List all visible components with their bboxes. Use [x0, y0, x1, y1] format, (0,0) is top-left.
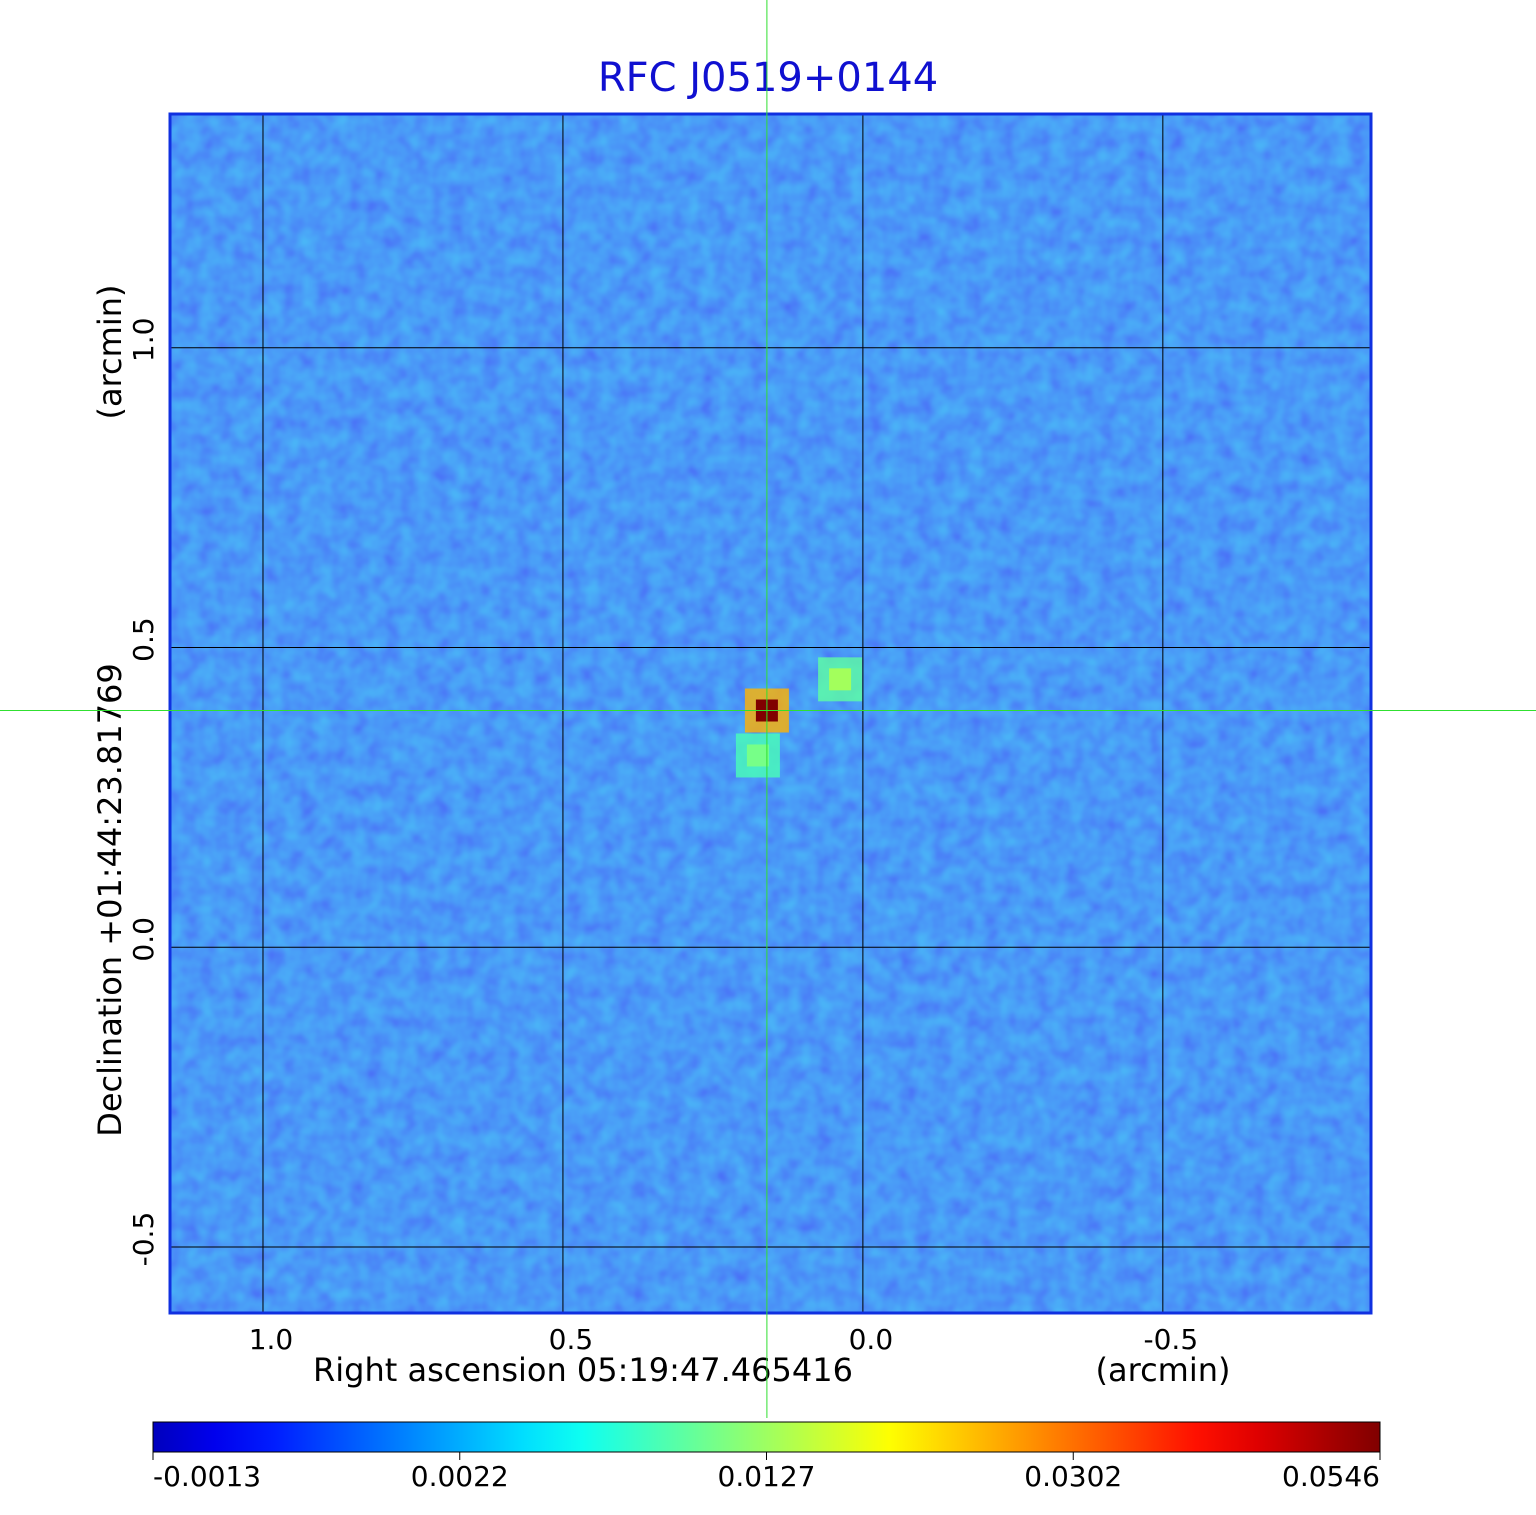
y-axis-unit: (arcmin) [91, 285, 129, 420]
colorbar-tick-label: -0.0013 [153, 1460, 261, 1493]
chart-title: RFC J0519+0144 [598, 55, 938, 101]
colorbar-tick-label: 0.0546 [1282, 1460, 1380, 1493]
colorbar-tick-label: 0.0022 [411, 1460, 509, 1493]
colorbar-tick-label: 0.0127 [718, 1460, 816, 1493]
y-tick-label: 0.0 [127, 917, 160, 962]
x-tick-label: 0.5 [549, 1323, 594, 1356]
x-axis-label: Right ascension 05:19:47.465416 [313, 1351, 853, 1389]
y-tick-label: -0.5 [127, 1212, 160, 1267]
y-tick-label: 0.5 [127, 617, 160, 662]
x-tick-label: -0.5 [1144, 1323, 1199, 1356]
colorbar-tick-label: 0.0302 [1024, 1460, 1122, 1493]
source-peak [829, 668, 852, 691]
x-tick-label: 1.0 [249, 1323, 294, 1356]
y-tick-label: 1.0 [127, 318, 160, 363]
y-axis-label: Declination +01:44:23.81769 [91, 663, 129, 1137]
colorbar [152, 1421, 1381, 1453]
plot-frame [168, 112, 1373, 1315]
x-tick-label: 0.0 [849, 1323, 894, 1356]
source-peak [746, 744, 769, 767]
x-axis-unit: (arcmin) [1096, 1351, 1231, 1389]
